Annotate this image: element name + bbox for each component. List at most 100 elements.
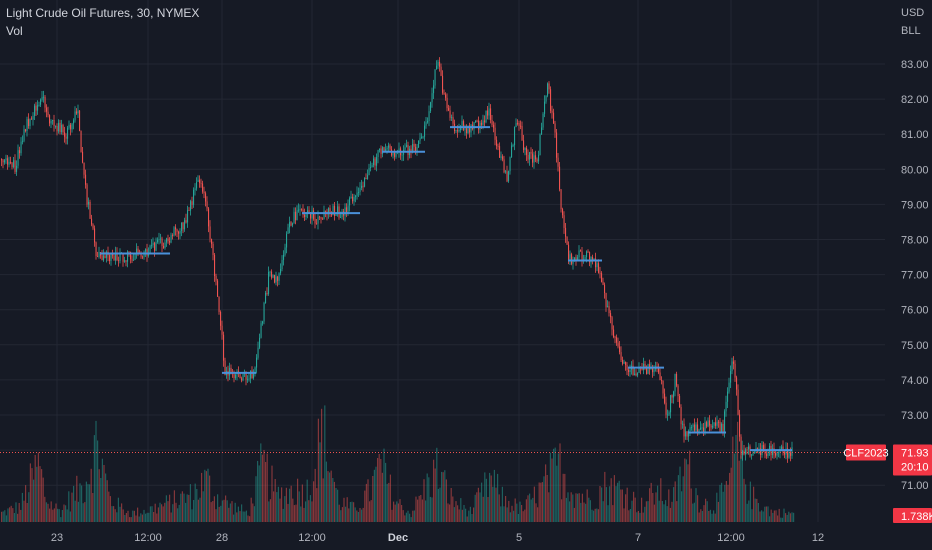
candle-body [218, 296, 220, 312]
volume-bar [489, 472, 491, 522]
volume-bar [711, 513, 713, 522]
volume-bar [154, 503, 156, 522]
candle [217, 278, 219, 297]
candle-body [283, 254, 285, 260]
candle [719, 418, 721, 432]
candle-body [763, 445, 765, 450]
volume-bar [236, 512, 238, 522]
volume-bar [573, 507, 575, 522]
candle [748, 442, 750, 455]
candle-body [545, 95, 547, 102]
candle-body [376, 157, 378, 166]
candle [589, 251, 591, 267]
candle-body [307, 210, 309, 214]
candle [40, 98, 42, 107]
volume-bar [252, 503, 254, 522]
candle [349, 196, 351, 212]
volume-bar [785, 513, 787, 522]
candle [167, 234, 169, 244]
candle [511, 142, 513, 158]
volume-bar [261, 454, 263, 522]
volume-bar [50, 501, 52, 522]
candle [346, 203, 348, 218]
candle [539, 133, 541, 156]
candle [266, 287, 268, 296]
volume-bar [469, 506, 471, 522]
candle [547, 82, 549, 98]
candle-body [461, 121, 463, 127]
candle-body [299, 209, 301, 210]
volume-bar [58, 509, 60, 522]
volume-bar [21, 492, 23, 522]
volume-bar [4, 510, 6, 522]
candle-body [758, 448, 760, 450]
volume-bar [481, 482, 483, 522]
candle [490, 104, 492, 124]
volume-bar [327, 471, 329, 522]
volume-bar [372, 476, 374, 522]
volume-bar [572, 494, 574, 522]
candle [509, 156, 511, 175]
volume-bar [605, 487, 607, 522]
candle-body [92, 224, 94, 229]
volume-bar [719, 484, 721, 522]
candle [604, 282, 606, 299]
candle [709, 415, 711, 432]
candle [752, 450, 754, 456]
candle [68, 120, 70, 130]
candle-body [332, 205, 334, 216]
candle [731, 357, 733, 375]
candle [494, 122, 496, 146]
volume-bar [583, 502, 585, 522]
candle [92, 223, 94, 231]
volume-bar [770, 509, 772, 522]
volume-bar [49, 508, 51, 522]
candle [151, 239, 153, 249]
candle-body [611, 317, 613, 330]
candle-body [625, 361, 627, 365]
candle [89, 199, 91, 219]
candle-body [293, 211, 295, 224]
candle [664, 388, 666, 405]
candle [371, 162, 373, 168]
candle-body [140, 254, 142, 257]
candle [190, 199, 192, 216]
candle [496, 136, 498, 150]
candle [172, 233, 174, 240]
volume-bar [301, 484, 303, 522]
candle-body [533, 155, 535, 163]
candle-body [130, 251, 132, 260]
candle [499, 142, 501, 158]
candle-body [20, 141, 22, 154]
candle-body [778, 452, 780, 453]
candle-body [280, 269, 282, 274]
x-tick-label: Dec [388, 532, 408, 544]
candle-body [506, 171, 508, 182]
volume-bar [626, 487, 628, 522]
candle [733, 356, 735, 370]
volume-bar [453, 507, 455, 522]
volume-bar [743, 478, 745, 522]
candle [613, 325, 615, 339]
volume-bar [313, 481, 315, 522]
candle-body [196, 181, 198, 189]
volume-bar [551, 458, 553, 522]
volume-bar [746, 503, 748, 522]
candle [484, 115, 486, 128]
y-axis: 83.00 82.00 81.00 80.00 79.00 78.00 77.00 76.00… [901, 59, 929, 492]
candle [617, 337, 619, 349]
volume-bar [421, 499, 423, 522]
candle-body [149, 245, 151, 253]
y-tick-label: 82.00 [901, 94, 929, 106]
volume-bar [324, 405, 326, 522]
candle [283, 250, 285, 266]
volume-bar [623, 508, 625, 522]
candle [211, 238, 213, 249]
candle [599, 266, 601, 279]
candle-body [676, 373, 678, 386]
candle [44, 95, 46, 113]
candle [440, 63, 442, 77]
candle-body [194, 188, 196, 190]
candle [592, 254, 594, 265]
